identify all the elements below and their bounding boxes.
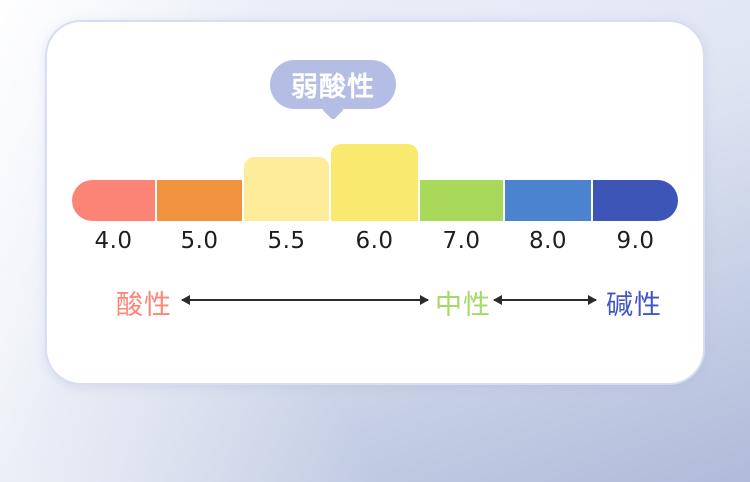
tooltip-bubble: 弱酸性 <box>270 60 396 121</box>
ph-tick-label-9.0: 9.0 <box>616 228 655 254</box>
ph-bar-segment-5.0 <box>157 180 242 221</box>
ph-tick-label-5.5: 5.5 <box>267 228 306 254</box>
ph-bar-segment-8.0 <box>505 180 591 221</box>
ph-tick-label-7.0: 7.0 <box>442 228 481 254</box>
ph-bar-segment-6.0 <box>331 144 418 221</box>
ph-tick-label-5.0: 5.0 <box>180 228 219 254</box>
ph-tick-label-8.0: 8.0 <box>528 228 568 254</box>
ph-bar-chart: 4.0 5.0 5.5 6.0 7.0 8.0 9.0 <box>72 144 678 254</box>
ph-bar-segment-7.0 <box>420 180 503 221</box>
ph-tick-label-6.0: 6.0 <box>355 228 394 254</box>
zone-label-neutral: 中性 <box>435 290 491 321</box>
zone-label-alkaline: 碱性 <box>606 290 662 321</box>
double-arrow-icon <box>493 295 597 305</box>
ph-bar <box>72 144 678 221</box>
double-arrow-icon <box>181 295 429 305</box>
ph-bar-segment-5.5 <box>244 157 329 221</box>
ph-bar-segment-4.0 <box>72 180 155 221</box>
ph-tick-labels: 4.0 5.0 5.5 6.0 7.0 8.0 9.0 <box>72 228 678 254</box>
zone-label-acidic: 酸性 <box>116 290 172 321</box>
ph-tick-label-4.0: 4.0 <box>94 228 133 254</box>
ph-bar-segment-9.0 <box>593 180 678 221</box>
ph-scale-card: 弱酸性 4.0 5.0 5.5 6.0 7.0 8.0 9.0 酸性 中性 碱性 <box>45 20 705 385</box>
